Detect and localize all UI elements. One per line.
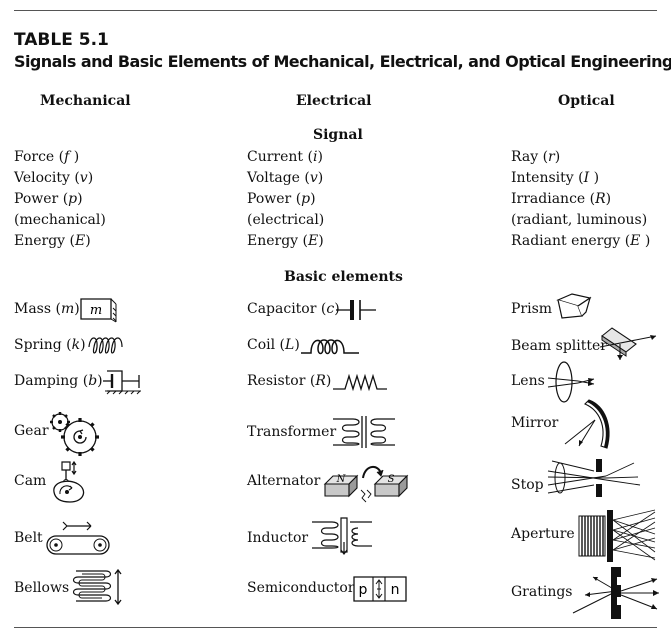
- signal-mech-2: Power (p): [14, 191, 83, 207]
- cam-icon: [48, 460, 90, 504]
- semiconductor-n-label: n: [391, 582, 400, 598]
- aperture-icon: [579, 508, 659, 562]
- element-prism-label: Prism: [511, 301, 553, 317]
- signal-elec-0: Current (i): [247, 149, 323, 165]
- bellows-icon: [70, 568, 124, 608]
- semiconductor-p-label: p: [359, 582, 368, 598]
- bottom-rule: [14, 627, 657, 628]
- element-cam-label: Cam: [14, 473, 47, 489]
- element-capacitor-label: Capacitor (c): [247, 301, 340, 317]
- belt-icon: [45, 524, 113, 556]
- signal-elec-4: Energy (E): [247, 233, 324, 249]
- element-belt-label: Belt: [14, 530, 43, 546]
- mass-icon: m: [80, 296, 120, 322]
- element-lens-label: Lens: [511, 373, 545, 389]
- element-stop-label: Stop: [511, 477, 544, 493]
- signal-opt-3: (radiant, luminous): [511, 212, 648, 228]
- element-alternator-label: Alternator: [247, 473, 321, 489]
- element-resistor-label: Resistor (R): [247, 373, 332, 389]
- gratings-icon: [573, 567, 659, 619]
- element-bellows-label: Bellows: [14, 580, 70, 596]
- column-header-electrical: Electrical: [296, 93, 372, 109]
- element-gear-label: Gear: [14, 423, 49, 439]
- lens-icon: [548, 360, 598, 404]
- prism-icon: [556, 292, 592, 322]
- element-inductor-label: Inductor: [247, 530, 309, 546]
- stop-icon: [548, 459, 656, 497]
- beam-splitter-icon: [600, 326, 660, 360]
- element-spring-label: Spring (k): [14, 337, 86, 353]
- section-signal: Signal: [313, 127, 363, 143]
- signal-mech-3: (mechanical): [14, 212, 106, 228]
- signal-elec-1: Voltage (v): [247, 170, 324, 186]
- resistor-icon: [333, 374, 389, 392]
- element-coil-label: Coil (L): [247, 337, 300, 353]
- table-title: Signals and Basic Elements of Mechanical…: [14, 52, 671, 71]
- element-mirror-label: Mirror: [511, 415, 559, 431]
- element-beam-splitter-label: Beam splitter: [511, 338, 607, 354]
- signal-mech-4: Energy (E): [14, 233, 91, 249]
- signal-mech-1: Velocity (v): [14, 170, 94, 186]
- capacitor-icon: [336, 300, 378, 320]
- signal-opt-0: Ray (r): [511, 149, 561, 165]
- element-semiconductor-label: Semiconductor: [247, 580, 355, 596]
- signal-opt-1: Intensity (I ): [511, 170, 600, 186]
- spring-icon: [88, 335, 124, 357]
- coil-icon: [301, 333, 361, 357]
- signal-opt-2: Irradiance (R): [511, 191, 612, 207]
- inductor-icon: [312, 518, 376, 554]
- column-header-optical: Optical: [558, 93, 615, 109]
- section-basic-elements: Basic elements: [284, 269, 403, 285]
- element-gratings-label: Gratings: [511, 584, 573, 600]
- element-damping-label: Damping (b): [14, 373, 103, 389]
- mass-icon-letter: m: [90, 303, 102, 318]
- gear-icon: [48, 410, 104, 458]
- damper-icon: [103, 370, 143, 394]
- alternator-icon: N S: [323, 460, 413, 506]
- semiconductor-icon: p n: [353, 576, 409, 602]
- element-mass-label: Mass (m): [14, 301, 80, 317]
- element-aperture-label: Aperture: [511, 526, 575, 542]
- table-number: TABLE 5.1: [14, 30, 109, 50]
- transformer-icon: [333, 415, 399, 449]
- alternator-south-label: S: [388, 474, 395, 485]
- signal-opt-4: Radiant energy (E ): [511, 233, 651, 249]
- column-header-mechanical: Mechanical: [40, 93, 131, 109]
- mirror-icon: [565, 400, 611, 452]
- element-transformer-label: Transformer: [247, 424, 337, 440]
- top-rule: [14, 10, 657, 11]
- alternator-north-label: N: [336, 474, 347, 485]
- signal-elec-2: Power (p): [247, 191, 316, 207]
- signal-mech-0: Force (f ): [14, 149, 80, 165]
- signal-elec-3: (electrical): [247, 212, 325, 228]
